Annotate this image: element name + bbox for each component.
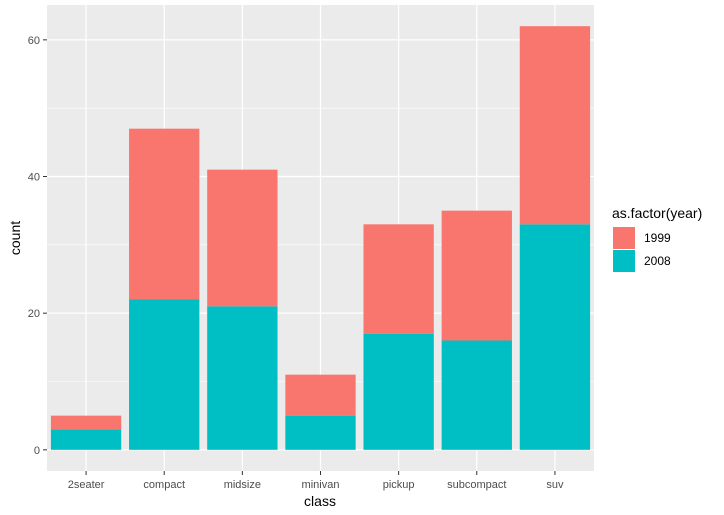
legend-key-1999	[613, 227, 635, 249]
bar-segment-1999-subcompact	[441, 210, 512, 341]
legend-label-2008: 2008	[644, 254, 671, 268]
x-tick-label: pickup	[383, 479, 415, 491]
bar-segment-2008-subcompact	[441, 340, 512, 450]
y-tick-label: 60	[28, 35, 40, 47]
bar-segment-1999-minivan	[285, 374, 356, 416]
x-axis: 2seater compact midsize minivan pickup subcom…	[68, 471, 564, 491]
y-tick-label: 20	[28, 308, 40, 320]
x-tick-label: compact	[143, 479, 185, 491]
x-tick-label: suv	[546, 479, 564, 491]
y-tick-label: 0	[34, 445, 40, 457]
legend-label-1999: 1999	[644, 231, 671, 245]
x-tick-label: 2seater	[68, 479, 105, 491]
bar-segment-1999-pickup	[363, 224, 434, 334]
bar-segment-2008-midsize	[207, 306, 278, 450]
bar-segment-1999-suv	[519, 26, 591, 225]
bar-segment-1999-midsize	[207, 169, 278, 307]
bar-segment-1999-compact	[129, 128, 200, 300]
x-tick-label: midsize	[224, 479, 261, 491]
bars	[50, 26, 591, 450]
y-tick-label: 40	[28, 172, 40, 184]
bar-segment-2008-pickup	[363, 333, 434, 450]
bar-segment-2008-compact	[129, 299, 200, 450]
x-axis-title: class	[304, 493, 336, 509]
y-axis-title: count	[7, 221, 23, 255]
bar-segment-1999-2seater	[50, 415, 122, 430]
bar-segment-2008-2seater	[50, 429, 122, 450]
legend: as.factor(year) 1999 2008	[612, 205, 702, 272]
x-tick-label: minivan	[302, 479, 340, 491]
x-tick-label: subcompact	[447, 479, 506, 491]
y-axis: 0 20 40 60	[28, 35, 47, 457]
legend-key-2008	[613, 250, 635, 272]
legend-title: as.factor(year)	[612, 205, 702, 221]
bar-segment-2008-minivan	[285, 415, 356, 450]
bar-segment-2008-suv	[519, 224, 591, 450]
